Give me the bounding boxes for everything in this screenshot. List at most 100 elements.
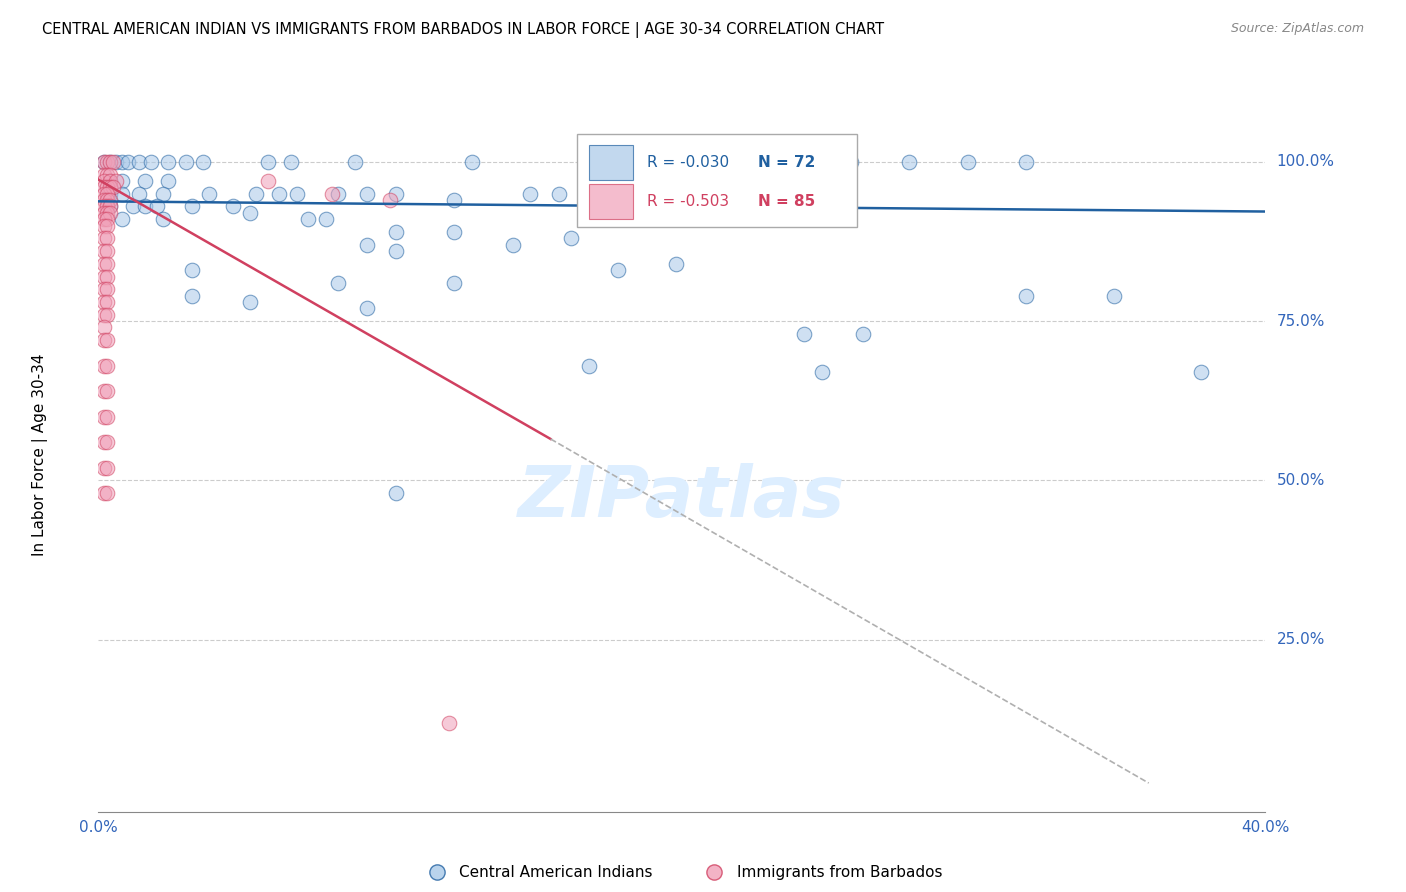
Immigrants from Barbados: [96, 295, 118, 310]
Immigrants from Barbados: [321, 186, 343, 201]
Central American Indians: [852, 326, 875, 341]
Immigrants from Barbados: [96, 435, 118, 450]
Immigrants from Barbados: [93, 244, 115, 258]
Central American Indians: [98, 154, 121, 169]
Central American Indians: [256, 154, 278, 169]
Central American Indians: [548, 186, 571, 201]
Immigrants from Barbados: [104, 174, 127, 188]
Immigrants from Barbados: [93, 212, 115, 227]
Immigrants from Barbados: [93, 409, 115, 424]
Text: 50.0%: 50.0%: [1277, 473, 1324, 488]
Immigrants from Barbados: [96, 460, 118, 475]
Text: R = -0.503: R = -0.503: [647, 194, 730, 209]
FancyBboxPatch shape: [576, 134, 856, 227]
Text: ZIPatlas: ZIPatlas: [519, 463, 845, 533]
Immigrants from Barbados: [98, 199, 121, 213]
Text: N = 85: N = 85: [758, 194, 815, 209]
Immigrants from Barbados: [98, 206, 121, 220]
Immigrants from Barbados: [96, 219, 118, 233]
Central American Indians: [898, 154, 921, 169]
Immigrants from Barbados: [96, 282, 118, 296]
Central American Indians: [560, 231, 582, 245]
Central American Indians: [1189, 365, 1212, 379]
Central American Indians: [134, 199, 156, 213]
Immigrants from Barbados: [378, 193, 402, 207]
Central American Indians: [606, 263, 628, 277]
Text: 100.0%: 100.0%: [1277, 154, 1334, 169]
Immigrants from Barbados: [93, 154, 115, 169]
Immigrants from Barbados: [98, 154, 121, 169]
FancyBboxPatch shape: [589, 145, 633, 180]
Central American Indians: [269, 186, 291, 201]
Central American Indians: [665, 257, 688, 271]
Central American Indians: [139, 154, 162, 169]
Text: In Labor Force | Age 30-34: In Labor Force | Age 30-34: [32, 353, 48, 557]
Central American Indians: [221, 199, 243, 213]
FancyBboxPatch shape: [589, 184, 633, 219]
Central American Indians: [344, 154, 367, 169]
Immigrants from Barbados: [96, 180, 118, 194]
Immigrants from Barbados: [96, 486, 118, 500]
Central American Indians: [111, 174, 134, 188]
Central American Indians: [356, 301, 378, 316]
Central American Indians: [152, 212, 174, 227]
Central American Indians: [111, 186, 134, 201]
Central American Indians: [1015, 154, 1038, 169]
Central American Indians: [356, 237, 378, 252]
Immigrants from Barbados: [93, 168, 115, 182]
Central American Indians: [93, 154, 115, 169]
Central American Indians: [180, 199, 202, 213]
Central American Indians: [128, 186, 150, 201]
Central American Indians: [297, 212, 319, 227]
Central American Indians: [285, 186, 308, 201]
Central American Indians: [461, 154, 484, 169]
Immigrants from Barbados: [96, 269, 118, 284]
Text: N = 72: N = 72: [758, 155, 815, 169]
Central American Indians: [180, 288, 202, 302]
Text: CENTRAL AMERICAN INDIAN VS IMMIGRANTS FROM BARBADOS IN LABOR FORCE | AGE 30-34 C: CENTRAL AMERICAN INDIAN VS IMMIGRANTS FR…: [42, 22, 884, 38]
Central American Indians: [519, 186, 541, 201]
Immigrants from Barbados: [93, 219, 115, 233]
Immigrants from Barbados: [98, 174, 121, 188]
Immigrants from Barbados: [93, 186, 115, 201]
Central American Indians: [98, 199, 121, 213]
Immigrants from Barbados: [96, 231, 118, 245]
Central American Indians: [104, 154, 127, 169]
Central American Indians: [174, 154, 197, 169]
Central American Indians: [502, 237, 524, 252]
Immigrants from Barbados: [96, 199, 118, 213]
Central American Indians: [956, 154, 979, 169]
Central American Indians: [356, 186, 378, 201]
Central American Indians: [385, 486, 408, 500]
Immigrants from Barbados: [96, 333, 118, 347]
Immigrants from Barbados: [96, 212, 118, 227]
Immigrants from Barbados: [101, 154, 124, 169]
Central American Indians: [134, 174, 156, 188]
Central American Indians: [665, 154, 688, 169]
Central American Indians: [111, 154, 134, 169]
Immigrants from Barbados: [96, 206, 118, 220]
Central American Indians: [157, 154, 180, 169]
Immigrants from Barbados: [256, 174, 278, 188]
Immigrants from Barbados: [93, 257, 115, 271]
Central American Indians: [180, 263, 202, 277]
Central American Indians: [723, 154, 745, 169]
Immigrants from Barbados: [96, 186, 118, 201]
Immigrants from Barbados: [96, 384, 118, 399]
Immigrants from Barbados: [93, 320, 115, 334]
Immigrants from Barbados: [93, 384, 115, 399]
Immigrants from Barbados: [93, 295, 115, 310]
Immigrants from Barbados: [93, 359, 115, 373]
Immigrants from Barbados: [96, 359, 118, 373]
Immigrants from Barbados: [93, 180, 115, 194]
Immigrants from Barbados: [437, 715, 460, 730]
Central American Indians: [695, 174, 717, 188]
Central American Indians: [326, 276, 349, 290]
Central American Indians: [385, 186, 408, 201]
Central American Indians: [578, 359, 600, 373]
Immigrants from Barbados: [93, 308, 115, 322]
Immigrants from Barbados: [96, 193, 118, 207]
Immigrants from Barbados: [98, 168, 121, 182]
Immigrants from Barbados: [96, 154, 118, 169]
Central American Indians: [280, 154, 302, 169]
